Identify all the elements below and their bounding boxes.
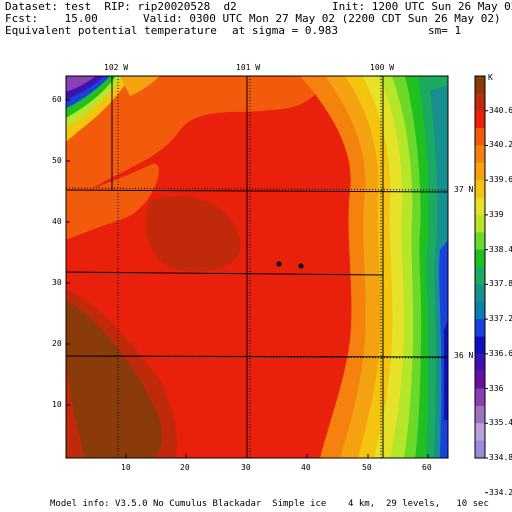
colorbar-swatch <box>475 301 485 320</box>
y-tick-label: 50 <box>52 156 62 165</box>
colorbar-frame <box>474 75 486 459</box>
colorbar-swatch <box>475 249 485 268</box>
colorbar-swatch <box>475 232 485 251</box>
colorbar-label: 340.2 <box>489 140 512 150</box>
colorbar-swatch <box>475 128 485 146</box>
latitude-label: 37 N <box>454 185 474 194</box>
station-marker <box>298 263 304 269</box>
colorbar-swatch <box>475 93 485 112</box>
shaded-contours <box>66 76 448 458</box>
sigma-level-label: at sigma = 0.983 <box>232 24 338 37</box>
colorbar-swatch <box>475 319 485 337</box>
colorbar-label: 334.2 <box>489 487 512 497</box>
colorbar-swatch <box>475 180 485 199</box>
x-tick-label: 20 <box>180 463 190 472</box>
colorbar-label: 338.4 <box>489 244 512 254</box>
colorbar-label: 340.6 <box>489 105 512 115</box>
colorbar-swatch <box>475 214 485 233</box>
x-tick-label: 30 <box>241 463 251 472</box>
colorbar-label: 336 <box>489 383 504 393</box>
colorbar-swatch <box>475 162 485 181</box>
field-title: Equivalent potential temperature <box>5 24 217 37</box>
colorbar-swatch <box>475 110 485 129</box>
init-time-label: Init: 1200 UTC Sun 26 May 02 <box>332 0 512 13</box>
x-tick-label: 50 <box>362 463 372 472</box>
forecast-hour-label: Fcst: 15.00 <box>5 12 98 25</box>
colorbar-swatch <box>475 371 485 390</box>
longitude-label: 101 W <box>236 63 261 72</box>
colorbar-label: 339 <box>489 209 504 219</box>
colorbar <box>475 76 488 494</box>
colorbar-label: 335.4 <box>489 418 512 428</box>
colorbar-swatch <box>475 336 485 355</box>
colorbar-swatch <box>475 267 485 285</box>
colorbar-label: 336.6 <box>489 348 512 358</box>
dataset-label: Dataset: test RIP: rip20020528 d2 <box>5 0 237 13</box>
colorbar-swatch <box>475 145 485 164</box>
valid-time-label: Valid: 0300 UTC Mon 27 May 02 (2200 CDT … <box>143 12 501 25</box>
station-marker <box>276 261 282 267</box>
y-tick-label: 10 <box>52 400 62 409</box>
colorbar-label: 334.8 <box>489 453 512 462</box>
colorbar-label: 337.2 <box>489 314 512 324</box>
colorbar-swatch <box>475 284 485 303</box>
colorbar-swatch <box>475 197 485 216</box>
colorbar-swatch <box>475 353 485 372</box>
latitude-label: 36 N <box>454 351 474 360</box>
colorbar-label: 339.6 <box>489 175 512 185</box>
x-tick-label: 40 <box>301 463 311 472</box>
longitude-label: 100 W <box>370 63 395 72</box>
y-tick-label: 20 <box>52 339 62 348</box>
colorbar-swatch <box>475 440 485 459</box>
colorbar-label: 337.8 <box>489 279 512 289</box>
x-tick-label: 10 <box>121 463 131 472</box>
longitude-label: 102 W <box>104 63 129 72</box>
y-tick-label: 40 <box>52 217 62 226</box>
colorbar-swatch <box>475 423 485 442</box>
smoothing-label: sm= 1 <box>428 24 462 37</box>
colorbar-swatch <box>475 405 485 424</box>
colorbar-unit: K <box>488 73 493 82</box>
x-tick-label: 60 <box>422 463 432 472</box>
colorbar-swatch <box>475 76 485 94</box>
y-tick-label: 60 <box>52 95 62 104</box>
axis-ticks <box>66 99 429 458</box>
map-frame <box>65 75 449 459</box>
model-info-footer: Model info: V3.5.0 No Cumulus Blackadar … <box>50 499 489 509</box>
y-tick-label: 30 <box>52 278 62 287</box>
colorbar-swatch <box>475 388 485 407</box>
